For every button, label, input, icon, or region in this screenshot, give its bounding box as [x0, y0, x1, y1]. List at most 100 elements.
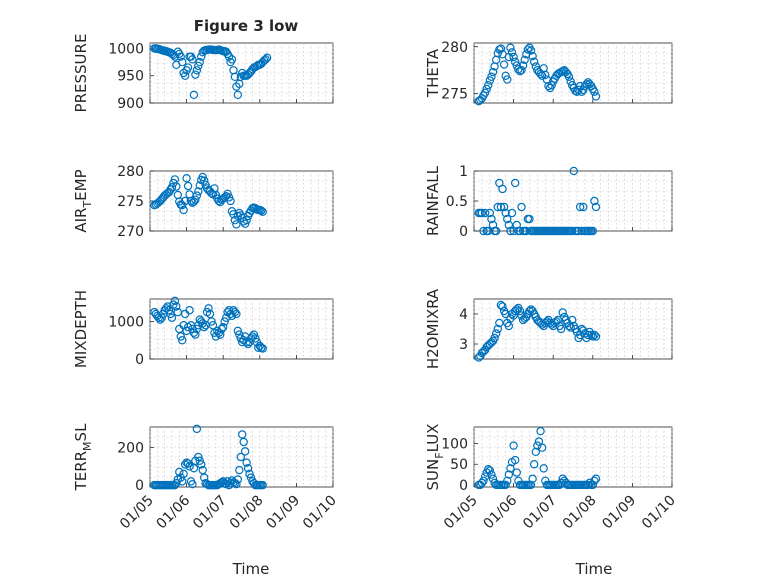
panel-6-point-59 [568, 315, 577, 325]
panel-4-point-7 [485, 208, 495, 218]
panel-1-point-27 [189, 90, 199, 100]
panel-8-ytick-label-1: 50 [450, 457, 468, 473]
panel-6-point-11 [491, 329, 501, 338]
panel-1-point-28 [191, 70, 200, 79]
panel-8-point-7 [485, 466, 495, 475]
panel-2-point-14 [496, 44, 506, 53]
panel-4-point-65 [577, 226, 586, 236]
panel-5-point-56 [232, 309, 241, 319]
panel-5-point-47 [218, 322, 228, 332]
panel-7-point-24 [185, 462, 194, 471]
panel-7-point-59 [236, 452, 245, 462]
panel-3-ytick-label-1: 275 [117, 194, 144, 210]
panel-7-point-63 [242, 458, 251, 467]
panel-6-point-26 [515, 306, 525, 316]
panel-6-point-19 [504, 321, 514, 331]
panel-4-point-60 [569, 166, 578, 176]
panel-3-point-19 [178, 200, 187, 210]
panel-7-point-65 [245, 469, 254, 479]
panel-8-xtick-label-5: 01/10 [639, 493, 679, 533]
panel-2-point-7 [485, 76, 495, 85]
panel-4-point-63 [574, 226, 583, 236]
panel-3-point-34 [199, 176, 209, 185]
figure-title: Figure 3 low [194, 17, 299, 35]
panel-1-point-26 [188, 55, 197, 64]
panel-2-point-46 [547, 80, 556, 90]
panel-4-point-66 [579, 202, 588, 212]
panel-1-point-18 [176, 52, 185, 61]
panel-4-point-73 [590, 196, 599, 206]
panel-5-point-18 [176, 332, 185, 341]
panel-5-point-9 [163, 302, 172, 311]
panel-4-point-4 [480, 208, 490, 218]
panel-7-point-15 [172, 479, 181, 488]
panel-8-point-41 [539, 464, 548, 473]
panel-8-point-37 [533, 441, 542, 450]
panel-3-ytick-label-2: 280 [117, 164, 144, 180]
panel-3-grid [149, 171, 334, 231]
panel-2-point-9 [488, 67, 498, 77]
panel-3-point-30 [194, 187, 203, 196]
panel-8-point-3 [479, 476, 488, 485]
panel-8-point-39 [536, 426, 545, 436]
panel-1-ytick-label-1: 950 [117, 69, 144, 85]
panel-5-point-71 [254, 343, 263, 352]
panel-1-point-31 [195, 57, 204, 67]
panel-6-point-12 [493, 324, 502, 334]
panel-4-point-32 [525, 214, 534, 224]
xlabel-right: Time [575, 560, 613, 578]
panel-7-ytick-label-1: 200 [117, 441, 144, 457]
panel-8-xtick-label-2: 01/07 [520, 493, 560, 533]
panel-5-ytick-label-1: 1000 [108, 315, 144, 331]
panel-2-point-27 [517, 65, 526, 75]
panel-3-point-74 [258, 207, 267, 216]
panel-4-grid [473, 171, 673, 231]
panel-7-xtick-label-1: 01/06 [154, 492, 194, 532]
panel-3-point-12 [167, 182, 177, 192]
panel-6-point-15 [498, 302, 507, 311]
panel-6-point-13 [495, 318, 504, 328]
panel-8-point-24 [512, 468, 521, 477]
panel-7-point-56 [232, 479, 241, 489]
panel-1-grid [149, 43, 334, 103]
panel-2-point-4 [480, 88, 490, 97]
panel-5-ytick-label-0: 0 [135, 352, 144, 368]
panel-2-ytick-label-1: 280 [441, 40, 468, 56]
xlabel-left: Time [232, 560, 270, 578]
panel-2-ytick-label-0: 275 [441, 87, 468, 103]
panel-2-point-57 [564, 72, 574, 81]
panel-3-point-56 [232, 220, 241, 229]
panel-2-point-5 [482, 84, 491, 94]
panel-6-ylabel: H2OMIXRA [424, 288, 442, 369]
panel-3-ylabel: AIRTEMP [72, 169, 94, 232]
panel-3-ytick-label-0: 270 [117, 224, 144, 240]
panel-7-grid [149, 427, 334, 487]
panel-3-point-29 [192, 191, 202, 200]
panel-8-point-17 [501, 480, 510, 490]
panel-5: 0 1000 MIXDEPTH [72, 290, 334, 368]
panel-5-ylabel: MIXDEPTH [72, 290, 90, 368]
panel-5-point-48 [220, 317, 229, 326]
panel-5-point-12 [167, 313, 177, 322]
panel-2-point-28 [518, 61, 528, 70]
panel-4-point-11 [491, 226, 501, 236]
panel-2-point-58 [566, 77, 575, 86]
panel-5-point-58 [235, 330, 244, 339]
panel-5-point-68 [249, 330, 259, 339]
panel-5-point-57 [233, 326, 243, 336]
panel-2-point-17 [501, 71, 510, 81]
panel-8-point-74 [591, 474, 601, 483]
panel-1: 900 950 1000 PRESSURE [72, 34, 334, 113]
panel-6-point-73 [590, 330, 599, 340]
panel-3-point-73 [257, 206, 266, 215]
panel-1-ylabel: PRESSURE [72, 34, 90, 113]
panel-8-point-35 [529, 460, 539, 469]
panel-2-point-68 [582, 80, 591, 89]
panel-7-point-31 [195, 456, 204, 465]
panel-5-grid [149, 299, 334, 359]
panel-5-point-69 [251, 334, 260, 343]
panel-7-xtick-label-0: 01/05 [117, 493, 157, 533]
panel-8-markers [474, 426, 601, 490]
panel-7-point-74 [258, 480, 267, 490]
panel-6-markers [474, 300, 601, 362]
